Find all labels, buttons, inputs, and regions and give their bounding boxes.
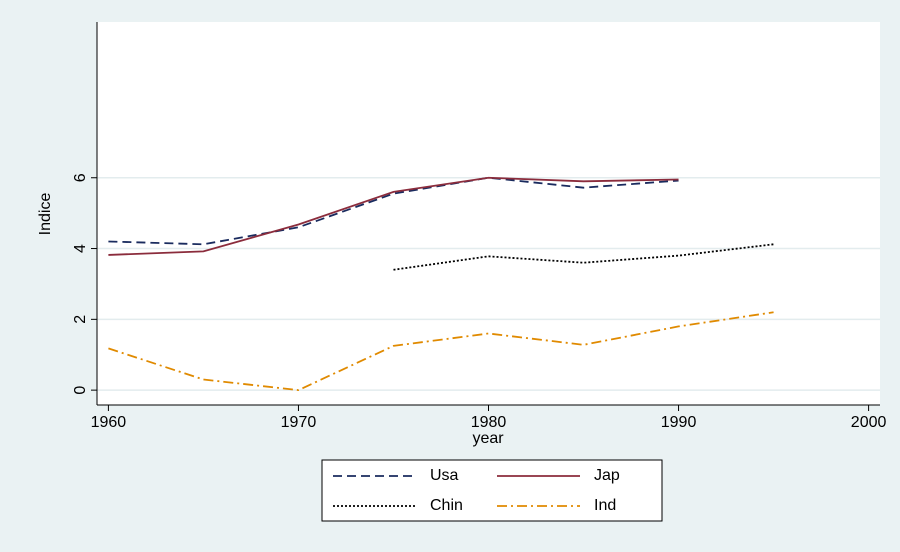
legend-label: Chin: [430, 497, 463, 514]
plot-area: [97, 22, 880, 405]
legend-box: [321, 459, 663, 522]
y-tick-label: 2: [72, 315, 89, 324]
x-tick-label: 1990: [661, 414, 697, 431]
y-tick-label: 0: [72, 386, 89, 395]
series-line: [108, 176, 679, 256]
y-tick-label: 6: [72, 173, 89, 182]
series-line: [108, 311, 774, 392]
x-tick-label: 2000: [851, 414, 887, 431]
y-tick-label: 4: [72, 244, 89, 253]
legend-label: Ind: [594, 497, 616, 514]
series-line: [108, 176, 679, 246]
x-tick-label: 1980: [471, 414, 507, 431]
x-tick-label: 1960: [91, 414, 127, 431]
x-axis-label: year: [472, 430, 504, 447]
y-axis-label: Indice: [37, 193, 54, 236]
legend-label: Jap: [594, 467, 620, 484]
x-tick-label: 1970: [281, 414, 317, 431]
legend-label: Usa: [430, 467, 459, 484]
